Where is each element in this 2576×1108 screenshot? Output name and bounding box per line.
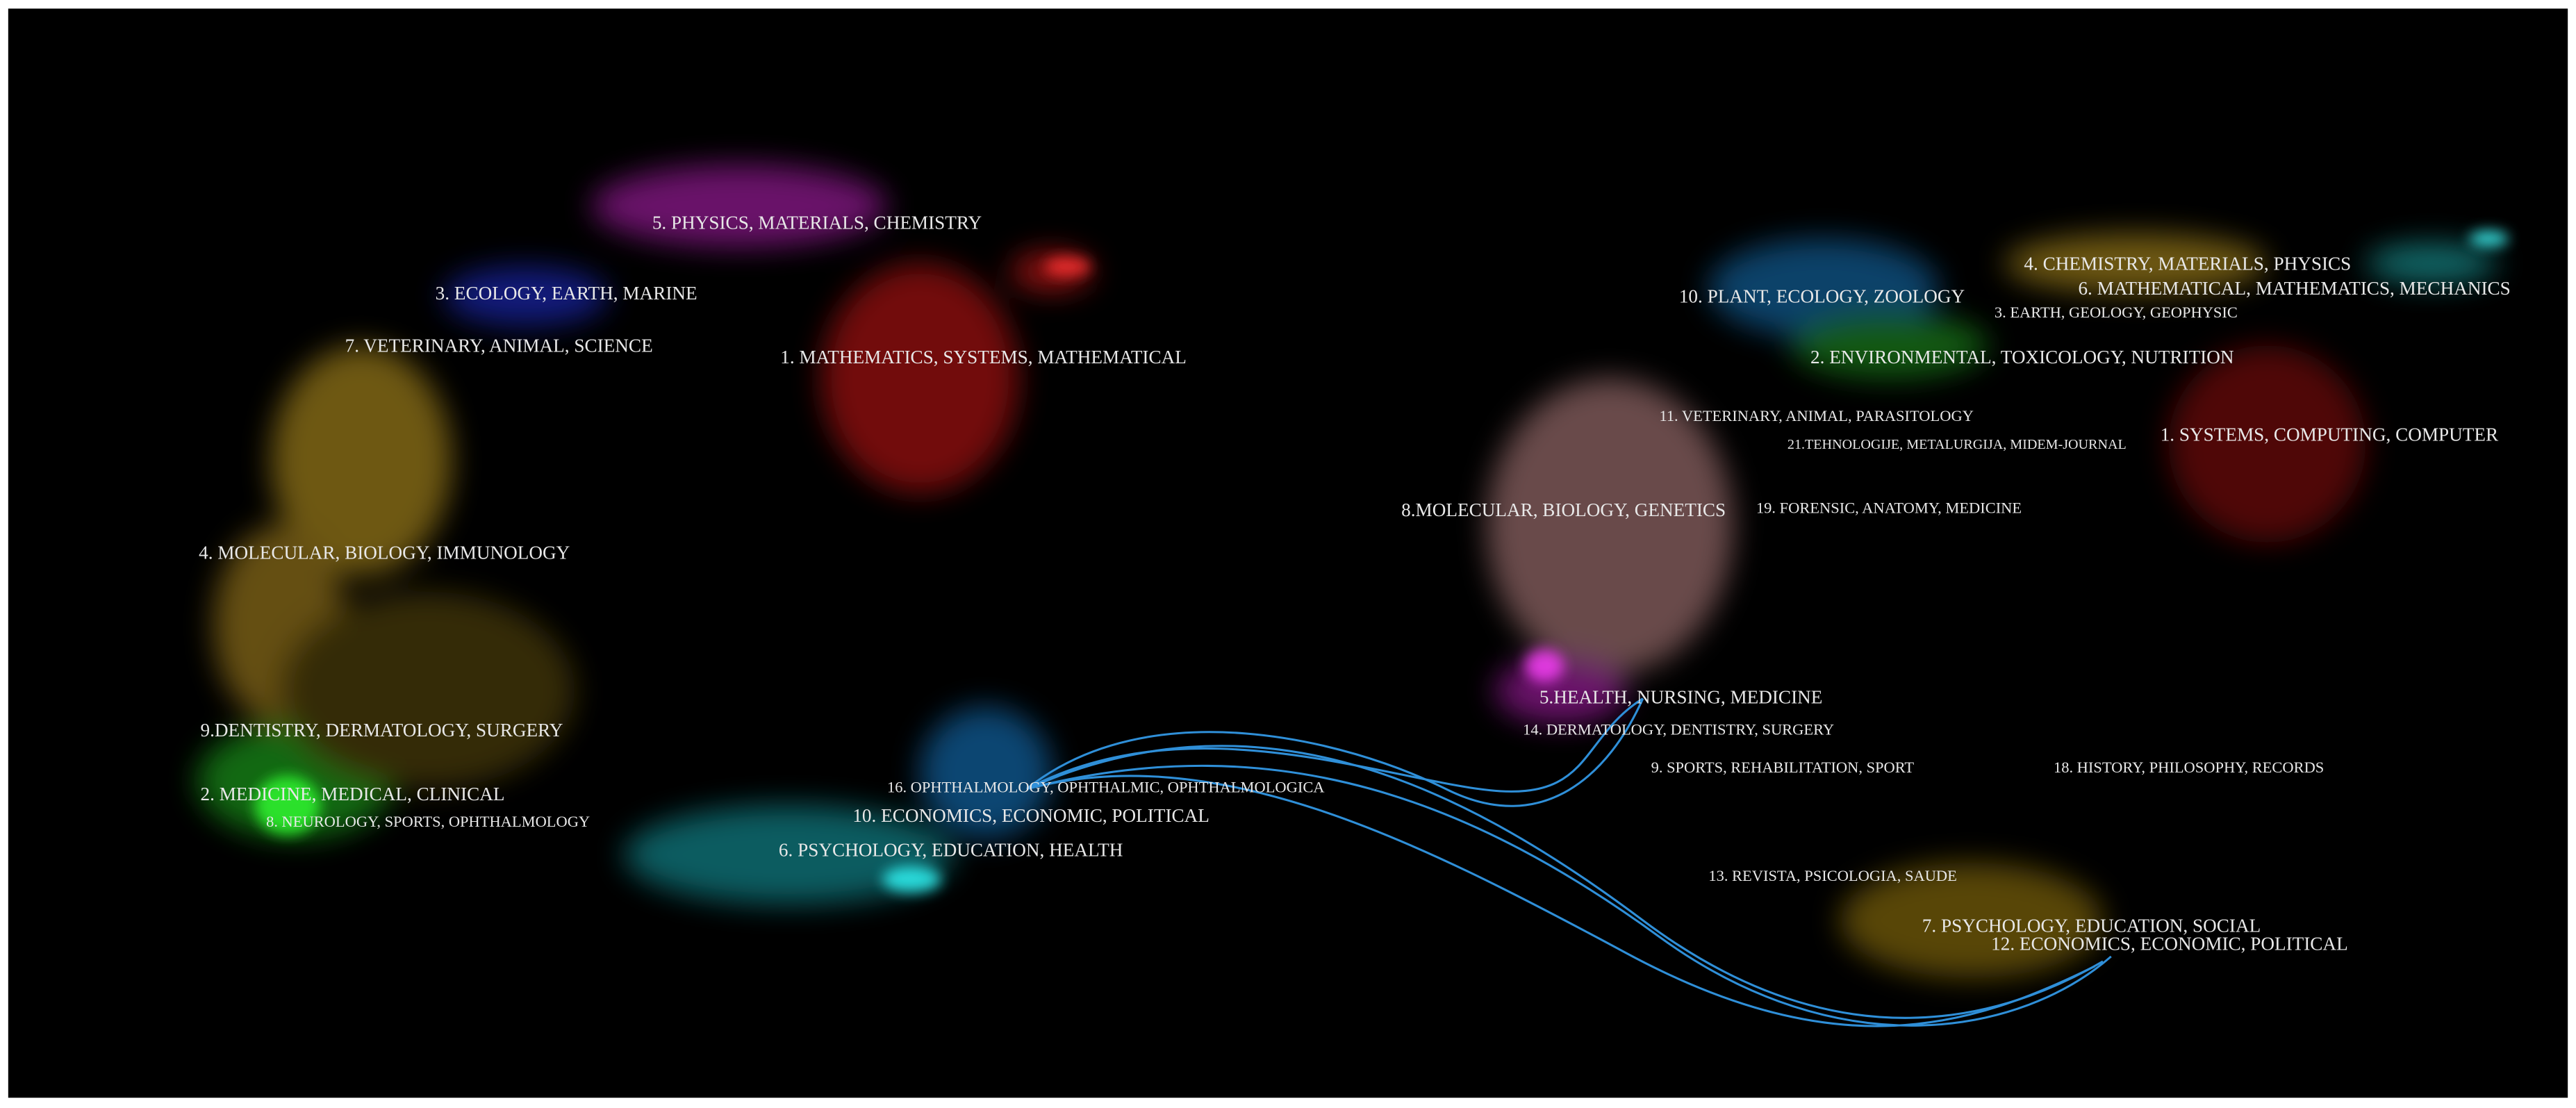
left-clouds — [197, 165, 1093, 904]
label: 2. ENVIRONMENTAL, TOXICOLOGY, NUTRITION — [1810, 347, 2234, 367]
label: 10. ECONOMICS, ECONOMIC, POLITICAL — [852, 805, 1209, 826]
right-labels: 4. CHEMISTRY, MATERIALS, PHYSICS 6. MATH… — [1401, 253, 2511, 954]
label: 3. EARTH, GEOLOGY, GEOPHYSIC — [1995, 304, 2238, 321]
label: 10. PLANT, ECOLOGY, ZOOLOGY — [1679, 286, 1965, 307]
link — [1026, 764, 2112, 1027]
link — [1026, 745, 2104, 1019]
right-clouds — [1487, 233, 2497, 978]
label: 9.DENTISTRY, DERMATOLOGY, SURGERY — [201, 720, 563, 741]
label: 7. VETERINARY, ANIMAL, SCIENCE — [345, 336, 653, 356]
label: 16. OPHTHALMOLOGY, OPHTHALMIC, OPHTHALMO… — [887, 778, 1325, 795]
label: 3. ECOLOGY, EARTH, MARINE — [436, 283, 697, 304]
background — [8, 8, 2568, 1098]
label: 19. FORENSIC, ANATOMY, MEDICINE — [1756, 499, 2022, 516]
label: 9. SPORTS, REHABILITATION, SPORT — [1651, 759, 1915, 776]
label: 6. MATHEMATICAL, MATHEMATICS, MECHANICS — [2078, 278, 2510, 299]
label: 5. PHYSICS, MATERIALS, CHEMISTRY — [652, 212, 982, 233]
link — [1026, 775, 2095, 1027]
citation-links — [1026, 697, 2112, 1027]
left-hotspots — [254, 256, 1091, 893]
label: 1. SYSTEMS, COMPUTING, COMPUTER — [2161, 424, 2499, 445]
left-labels: 5. PHYSICS, MATERIALS, CHEMISTRY 3. ECOL… — [199, 212, 1325, 860]
label: 12. ECONOMICS, ECONOMIC, POLITICAL — [1991, 933, 2348, 954]
label: 2. MEDICINE, MEDICAL, CLINICAL — [201, 784, 505, 804]
label: 14. DERMATOLOGY, DENTISTRY, SURGERY — [1523, 721, 1834, 738]
label: 4. MOLECULAR, BIOLOGY, IMMUNOLOGY — [199, 543, 570, 563]
label: 11. VETERINARY, ANIMAL, PARASITOLOGY — [1659, 407, 1973, 424]
label: 4. CHEMISTRY, MATERIALS, PHYSICS — [2024, 253, 2351, 274]
label: 13. REVISTA, PSICOLOGIA, SAUDE — [1708, 867, 1956, 884]
label: 5.HEALTH, NURSING, MEDICINE — [1539, 687, 1823, 708]
label: 18. HISTORY, PHILOSOPHY, RECORDS — [2054, 759, 2324, 776]
label: 8. NEUROLOGY, SPORTS, OPHTHALMOLOGY — [266, 813, 590, 830]
label: 7. PSYCHOLOGY, EDUCATION, SOCIAL — [1922, 915, 2261, 936]
label: 1. MATHEMATICS, SYSTEMS, MATHEMATICAL — [780, 347, 1187, 367]
label: 8.MOLECULAR, BIOLOGY, GENETICS — [1401, 499, 1726, 520]
label: 21.TEHNOLOGIJE, METALURGIJA, MIDEM-JOURN… — [1787, 437, 2127, 452]
label: 6. PSYCHOLOGY, EDUCATION, HEALTH — [779, 840, 1123, 861]
right-hotspots — [1524, 230, 2509, 682]
